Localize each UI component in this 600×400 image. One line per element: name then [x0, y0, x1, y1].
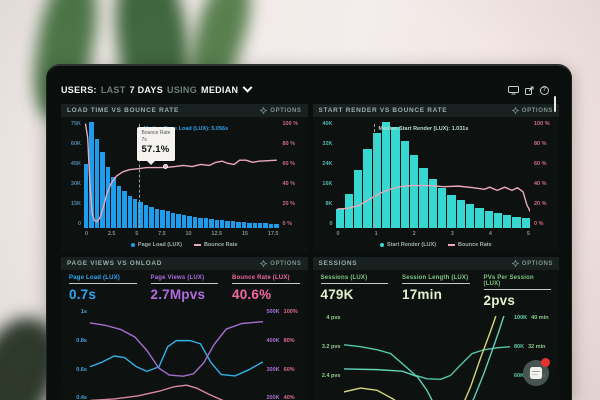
metric-value: 0.7s	[69, 287, 97, 302]
laptop-screen: USERS: LAST 7 DAYS USING MEDIAN ?	[46, 64, 572, 400]
global-filter-bar: USERS: LAST 7 DAYS USING MEDIAN ?	[61, 80, 559, 100]
panel-title: SESSIONS	[318, 260, 358, 267]
y-axis-left: 40K 32K 24K 16K 8K 0	[322, 121, 333, 228]
inbox-icon	[530, 367, 542, 379]
hover-point	[163, 164, 169, 170]
metric-value: 2.7Mpvs	[150, 287, 206, 302]
divider	[232, 283, 300, 284]
legend-dot-icon	[379, 243, 384, 247]
last-label: LAST	[100, 85, 126, 95]
line-plot	[90, 310, 263, 400]
y-axis-right: 100 % 80 % 60 % 40 % 20 % 0 %	[282, 121, 299, 228]
metric-pvs-per-session: PVs Per Session (LUX) 2pvs	[483, 275, 551, 308]
bounce-rate-line	[336, 122, 531, 228]
options-button[interactable]: OPTIONS	[260, 260, 301, 267]
metric-row: Page Load (LUX) 0.7s Page Views (LUX) 2.…	[61, 270, 308, 305]
date-range-value[interactable]: 7 DAYS	[129, 85, 164, 95]
line-plot	[344, 316, 511, 400]
tooltip-value: 57.1%	[141, 143, 170, 155]
gear-icon	[511, 260, 519, 267]
panel-start-render-vs-bounce-rate: START RENDER VS BOUNCE RATE OPTIONS 40K 3…	[312, 104, 559, 252]
metric-page-views: Page Views (LUX) 2.7Mpvs	[150, 275, 218, 302]
metric-value: 40.6%	[232, 287, 272, 302]
histogram-plot: Median Start Render (LUX): 1.031s	[335, 122, 531, 228]
median-marker-line	[373, 124, 375, 228]
y-axis-right: 100 % 80 % 60 % 40 % 20 % 0 %	[534, 121, 550, 228]
page-load-bars	[84, 122, 279, 228]
metric-page-load: Page Load (LUX) 0.7s	[69, 275, 137, 302]
y-axis-left: 1s 0.8s 0.6s 0.4s	[76, 309, 87, 400]
divider	[150, 283, 218, 284]
trend-lines	[344, 316, 511, 400]
monitor-icon[interactable]	[508, 85, 519, 95]
tooltip-subtitle: 7s	[141, 137, 147, 144]
median-marker-line	[138, 124, 140, 228]
panel-title: PAGE VIEWS VS ONLOAD	[67, 260, 163, 267]
metric-value: 2pvs	[483, 293, 516, 308]
metric-sessions: Sessions (LUX) 479K	[320, 275, 388, 308]
scrollbar[interactable]	[554, 96, 556, 112]
median-annotation: Median Start Render (LUX): 1.031s	[378, 126, 469, 132]
tooltip: Bounce Rate 7s 57.1%	[136, 127, 176, 165]
divider	[402, 283, 470, 284]
metric-label: Bounce Rate (LUX)	[232, 275, 290, 281]
divider	[483, 289, 551, 290]
y-axis-right: 500K 100% 400K 80% 300K 60% 200K 40%	[266, 309, 298, 400]
gear-icon	[260, 260, 268, 267]
dashboard: USERS: LAST 7 DAYS USING MEDIAN ?	[61, 80, 559, 400]
panel-title: LOAD TIME VS BOUNCE RATE	[67, 107, 180, 114]
legend: Start Render (LUX) Bounce Rate	[318, 237, 555, 252]
options-button[interactable]: OPTIONS	[511, 107, 553, 114]
divider	[320, 283, 388, 284]
metric-value: 479K	[320, 287, 354, 302]
bounce-rate-line	[84, 122, 279, 228]
y-axis-left: 75K 60K 45K 30K 15K 0	[70, 121, 81, 228]
legend-dash-icon	[448, 244, 456, 246]
notification-badge	[541, 358, 550, 367]
aggregation-value[interactable]: MEDIAN	[201, 85, 239, 95]
legend: Page Load (LUX) Bounce Rate	[66, 237, 303, 252]
metric-label: Session Length (LUX)	[402, 275, 469, 281]
options-button[interactable]: OPTIONS	[260, 107, 301, 114]
metric-row: Sessions (LUX) 479K Session Length (LUX)…	[313, 270, 560, 311]
users-label: USERS:	[61, 85, 97, 95]
metric-bounce-rate: Bounce Rate (LUX) 40.6%	[232, 275, 300, 302]
legend-dash-icon	[193, 244, 201, 246]
metric-label: Page Views (LUX)	[150, 275, 205, 281]
median-annotation: Median Page Load (LUX): 5.056s	[143, 126, 229, 132]
metric-value: 17min	[402, 287, 443, 302]
share-icon[interactable]	[525, 86, 534, 95]
metric-label: Sessions (LUX)	[320, 275, 368, 281]
histogram-plot: Median Page Load (LUX): 5.056s Bounce Ra…	[84, 122, 279, 228]
chevron-down-icon[interactable]	[242, 82, 253, 93]
metric-session-length: Session Length (LUX) 17min	[402, 275, 470, 308]
gear-icon	[260, 107, 268, 114]
using-label: USING	[167, 85, 198, 95]
tooltip-title: Bounce Rate	[141, 130, 171, 137]
panel-load-time-vs-bounce-rate: LOAD TIME VS BOUNCE RATE OPTIONS 75K 60K 4…	[61, 104, 308, 252]
x-axis: 0 2.5 5 7.5 10 12.5 15 17.5	[85, 231, 279, 237]
help-icon[interactable]: ?	[540, 85, 549, 95]
metric-label: Page Load (LUX)	[69, 275, 121, 281]
start-render-bars	[335, 122, 531, 228]
options-button[interactable]: OPTIONS	[511, 260, 553, 267]
panel-page-views-vs-onload: PAGE VIEWS VS ONLOAD OPTIONS Page Load (…	[61, 257, 308, 400]
legend-dot-icon	[130, 243, 135, 247]
panel-title: START RENDER VS BOUNCE RATE	[318, 107, 448, 114]
trend-lines	[90, 310, 263, 400]
gear-icon	[511, 107, 519, 114]
notifications-button[interactable]	[523, 358, 550, 386]
metric-label: PVs Per Session (LUX)	[483, 275, 534, 287]
panel-sessions: SESSIONS OPTIONS Sessions (LUX) 479K	[312, 257, 560, 400]
divider	[69, 283, 137, 284]
